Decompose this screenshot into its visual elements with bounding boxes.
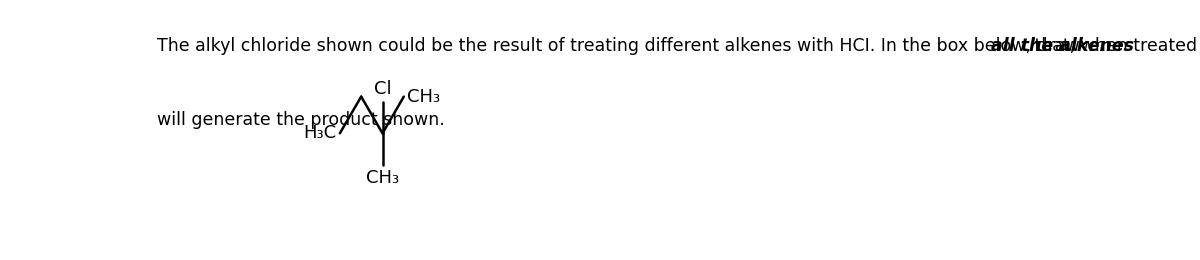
Text: will generate the product shown.: will generate the product shown. <box>157 111 445 129</box>
Text: CH₃: CH₃ <box>407 88 439 106</box>
Text: The alkyl chloride shown could be the result of treating different alkenes with : The alkyl chloride shown could be the re… <box>157 37 1086 55</box>
Text: CH₃: CH₃ <box>366 169 400 187</box>
Text: all the alkenes: all the alkenes <box>991 37 1134 55</box>
Text: H₃C: H₃C <box>304 124 336 142</box>
Text: that, when treated with HCI,: that, when treated with HCI, <box>1030 37 1200 55</box>
Text: Cl: Cl <box>373 80 391 98</box>
